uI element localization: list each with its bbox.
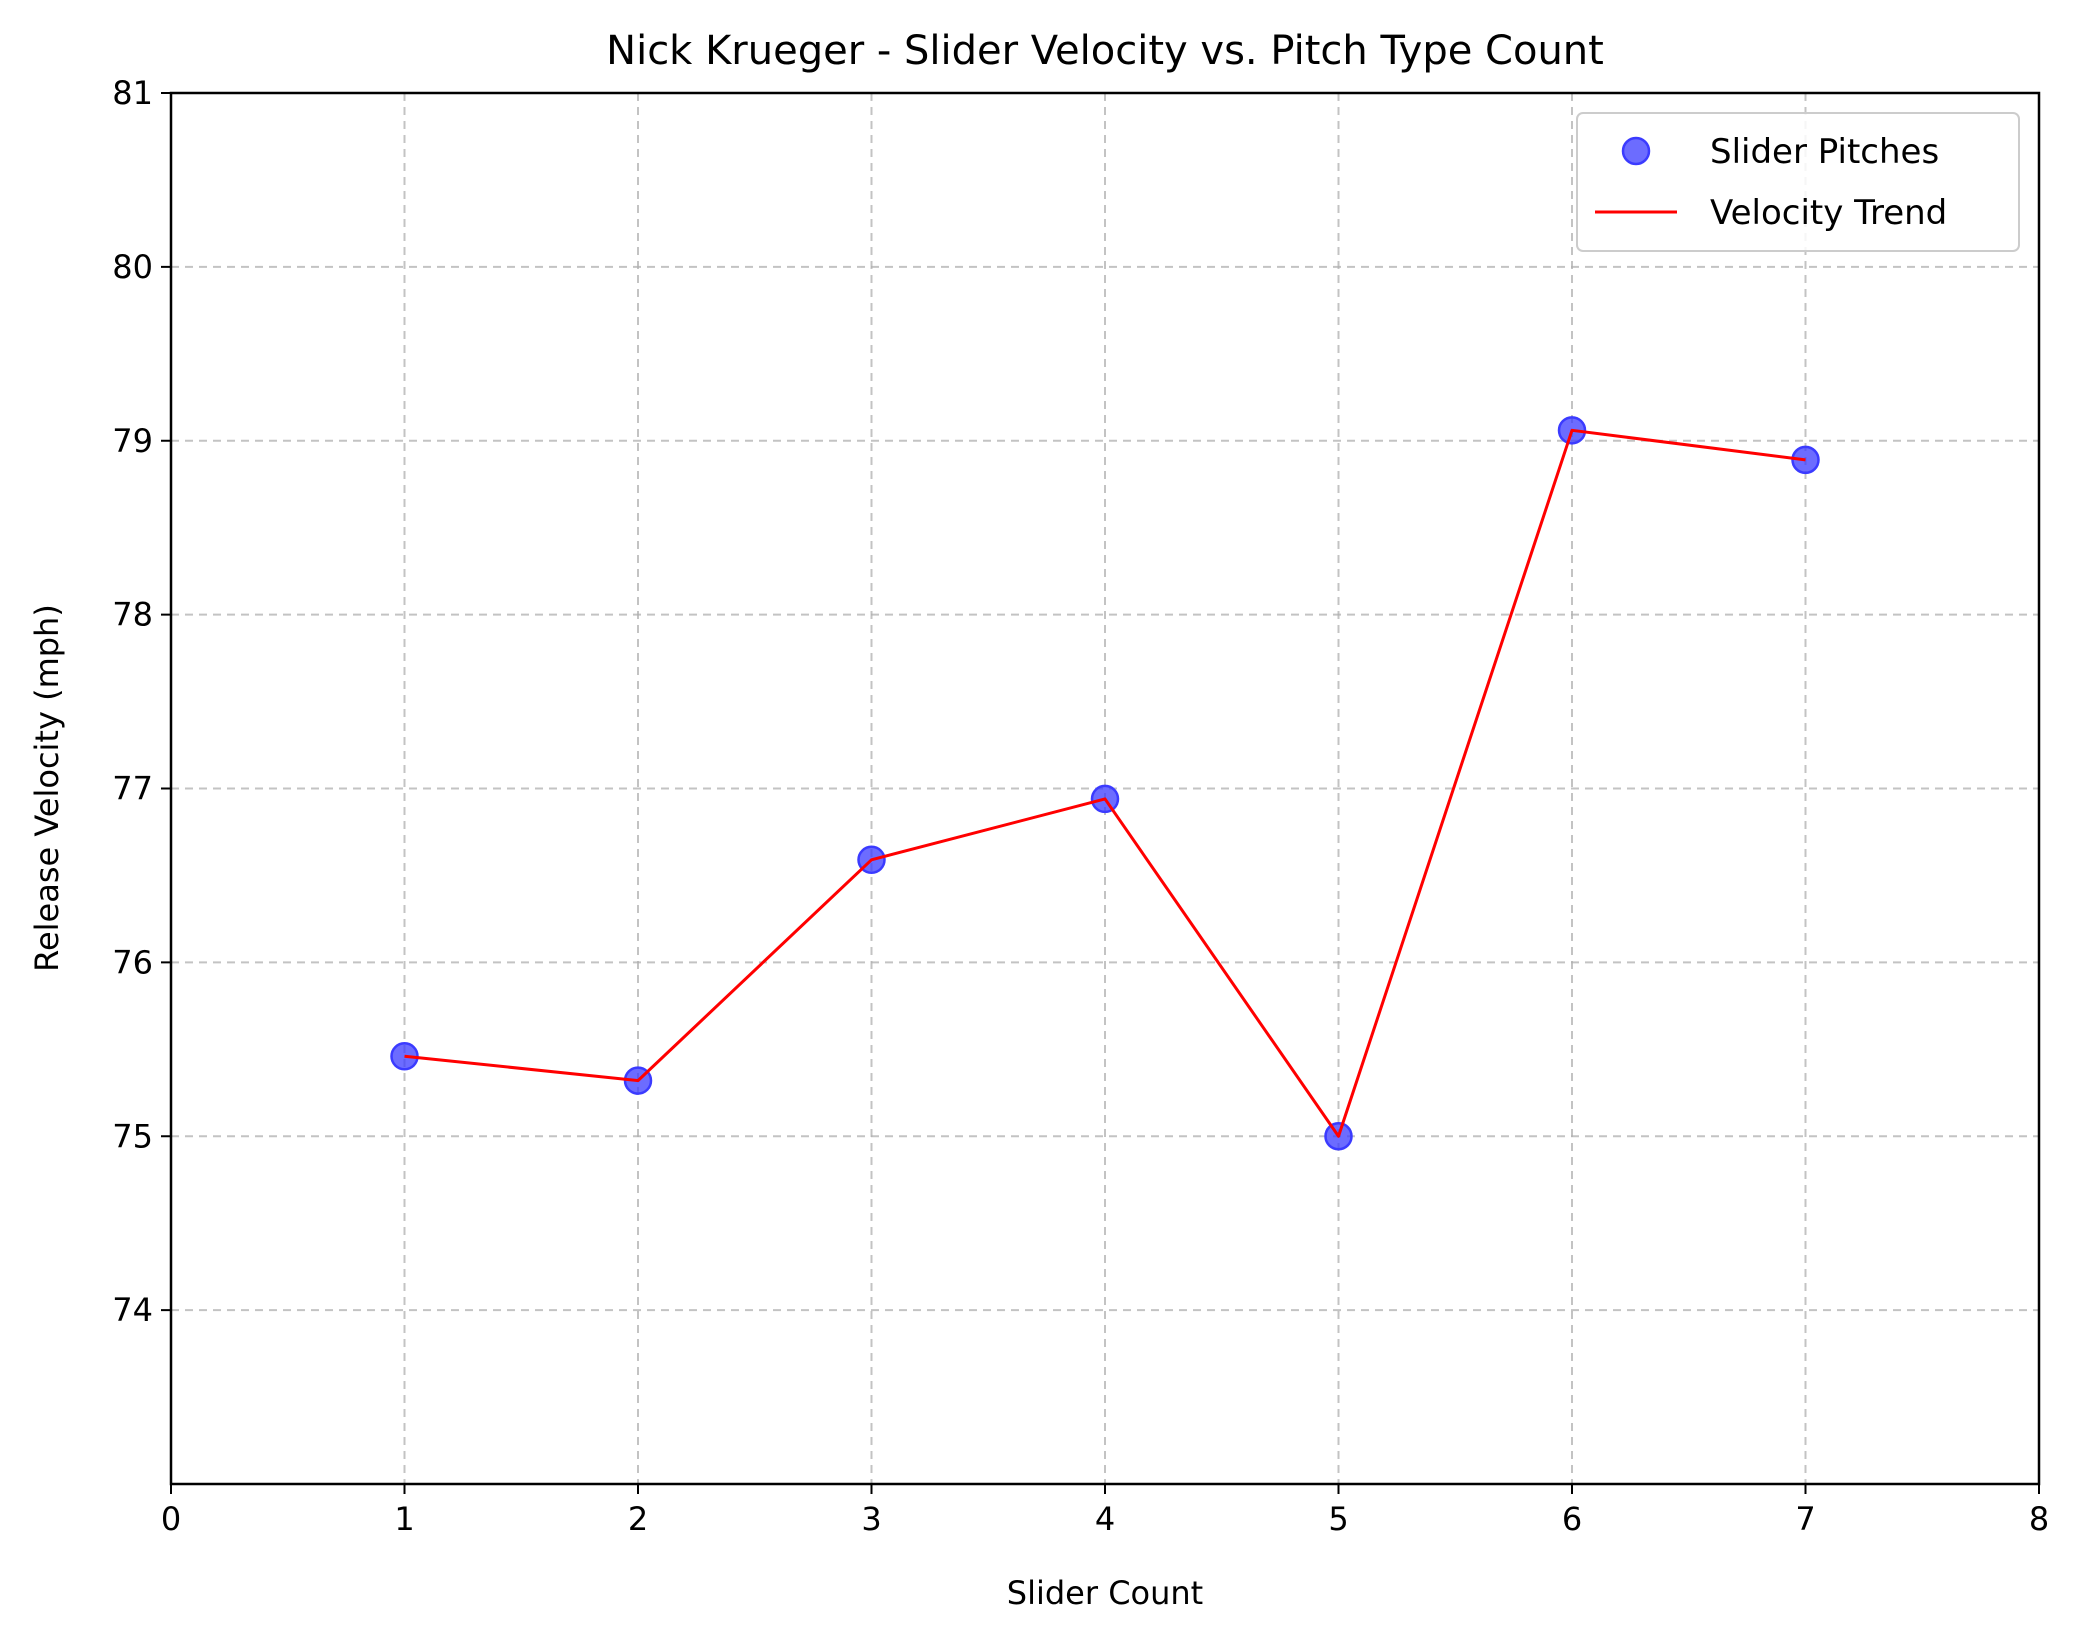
chart-title: Nick Krueger - Slider Velocity vs. Pitch… [606, 28, 1604, 74]
x-tick-label: 7 [1795, 1500, 1815, 1538]
x-tick-label: 4 [1095, 1500, 1115, 1538]
y-tick-label: 80 [112, 248, 153, 286]
series-layer [390, 416, 1820, 1151]
y-tick-label: 74 [112, 1291, 153, 1329]
y-tick-label: 75 [112, 1117, 153, 1155]
legend-label-velocity-trend: Velocity Trend [1710, 193, 1947, 233]
x-tick-label: 2 [628, 1500, 648, 1538]
legend-label-slider-pitches: Slider Pitches [1710, 132, 1939, 172]
x-tick-label: 3 [861, 1500, 881, 1538]
x-tick-label: 0 [161, 1500, 181, 1538]
legend-box [1576, 112, 2020, 252]
y-tick-label: 81 [112, 74, 153, 112]
legend-scatter-marker [1621, 136, 1651, 166]
x-tick-label: 8 [2029, 1500, 2049, 1538]
y-tick-label: 78 [112, 596, 153, 634]
y-tick-label: 77 [112, 770, 153, 808]
y-tick-label: 76 [112, 943, 153, 981]
velocity-trend-line [404, 428, 1806, 1138]
grid-layer [171, 92, 2039, 1484]
y-tick-label: 79 [112, 422, 153, 460]
x-tick-label: 1 [394, 1500, 414, 1538]
legend: Slider Pitches Velocity Trend [1576, 112, 2020, 252]
x-tick-label: 6 [1562, 1500, 1582, 1538]
y-axis-label: Release Velocity (mph) [28, 604, 66, 972]
x-axis-label: Slider Count [1007, 1574, 1203, 1612]
x-tick-label: 5 [1328, 1500, 1348, 1538]
plot-frame [169, 91, 2041, 1486]
